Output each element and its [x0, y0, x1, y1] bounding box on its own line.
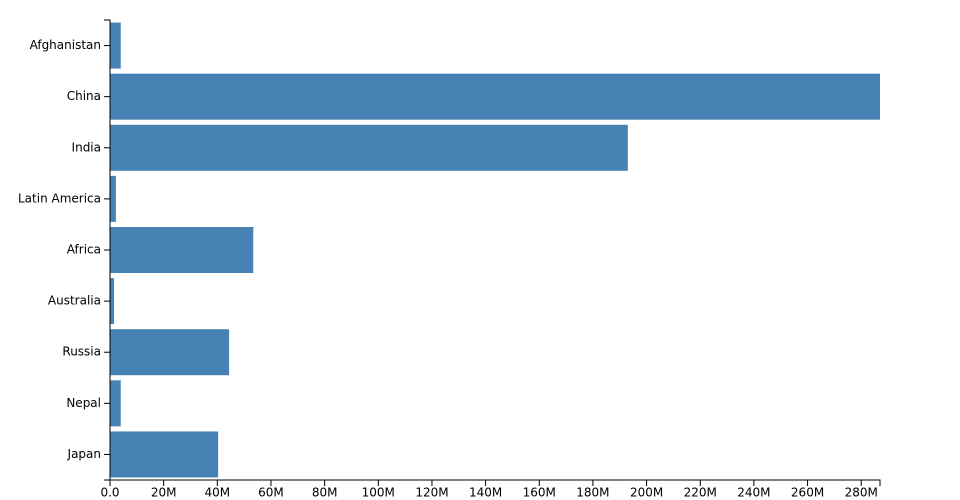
- x-tick-label: 0.0: [100, 486, 119, 500]
- x-tick-label: 220M: [684, 486, 717, 500]
- bar: [110, 380, 121, 427]
- x-tick-label: 100M: [362, 486, 395, 500]
- bar: [110, 329, 230, 376]
- x-tick-label: 60M: [258, 486, 284, 500]
- bar: [110, 278, 115, 325]
- y-tick-label: Australia: [48, 294, 101, 308]
- y-tick-label: Nepal: [66, 396, 101, 410]
- x-tick-label: 280M: [845, 486, 878, 500]
- y-tick-label: China: [67, 89, 101, 103]
- x-tick-label: 80M: [312, 486, 338, 500]
- bar: [110, 124, 628, 171]
- y-axis-line: [104, 19, 111, 481]
- x-tick-label: 160M: [523, 486, 556, 500]
- x-tick-label: 180M: [576, 486, 609, 500]
- y-tick-label: Russia: [62, 345, 101, 359]
- x-tick-label: 240M: [737, 486, 770, 500]
- bar: [110, 175, 116, 222]
- y-tick-label: Latin America: [18, 191, 101, 205]
- bar: [110, 73, 880, 120]
- bar: [110, 431, 219, 478]
- x-tick-label: 260M: [791, 486, 824, 500]
- x-tick-label: 200M: [630, 486, 663, 500]
- y-tick-label: Africa: [67, 243, 101, 257]
- x-tick-label: 120M: [415, 486, 448, 500]
- y-tick-label: India: [72, 140, 101, 154]
- x-tick-label: 140M: [469, 486, 502, 500]
- y-tick-label: Afghanistan: [30, 38, 101, 52]
- x-tick-label: 40M: [205, 486, 231, 500]
- x-tick-label: 20M: [151, 486, 177, 500]
- bar: [110, 227, 254, 273]
- bar: [110, 22, 121, 69]
- y-tick-label: Japan: [67, 447, 101, 461]
